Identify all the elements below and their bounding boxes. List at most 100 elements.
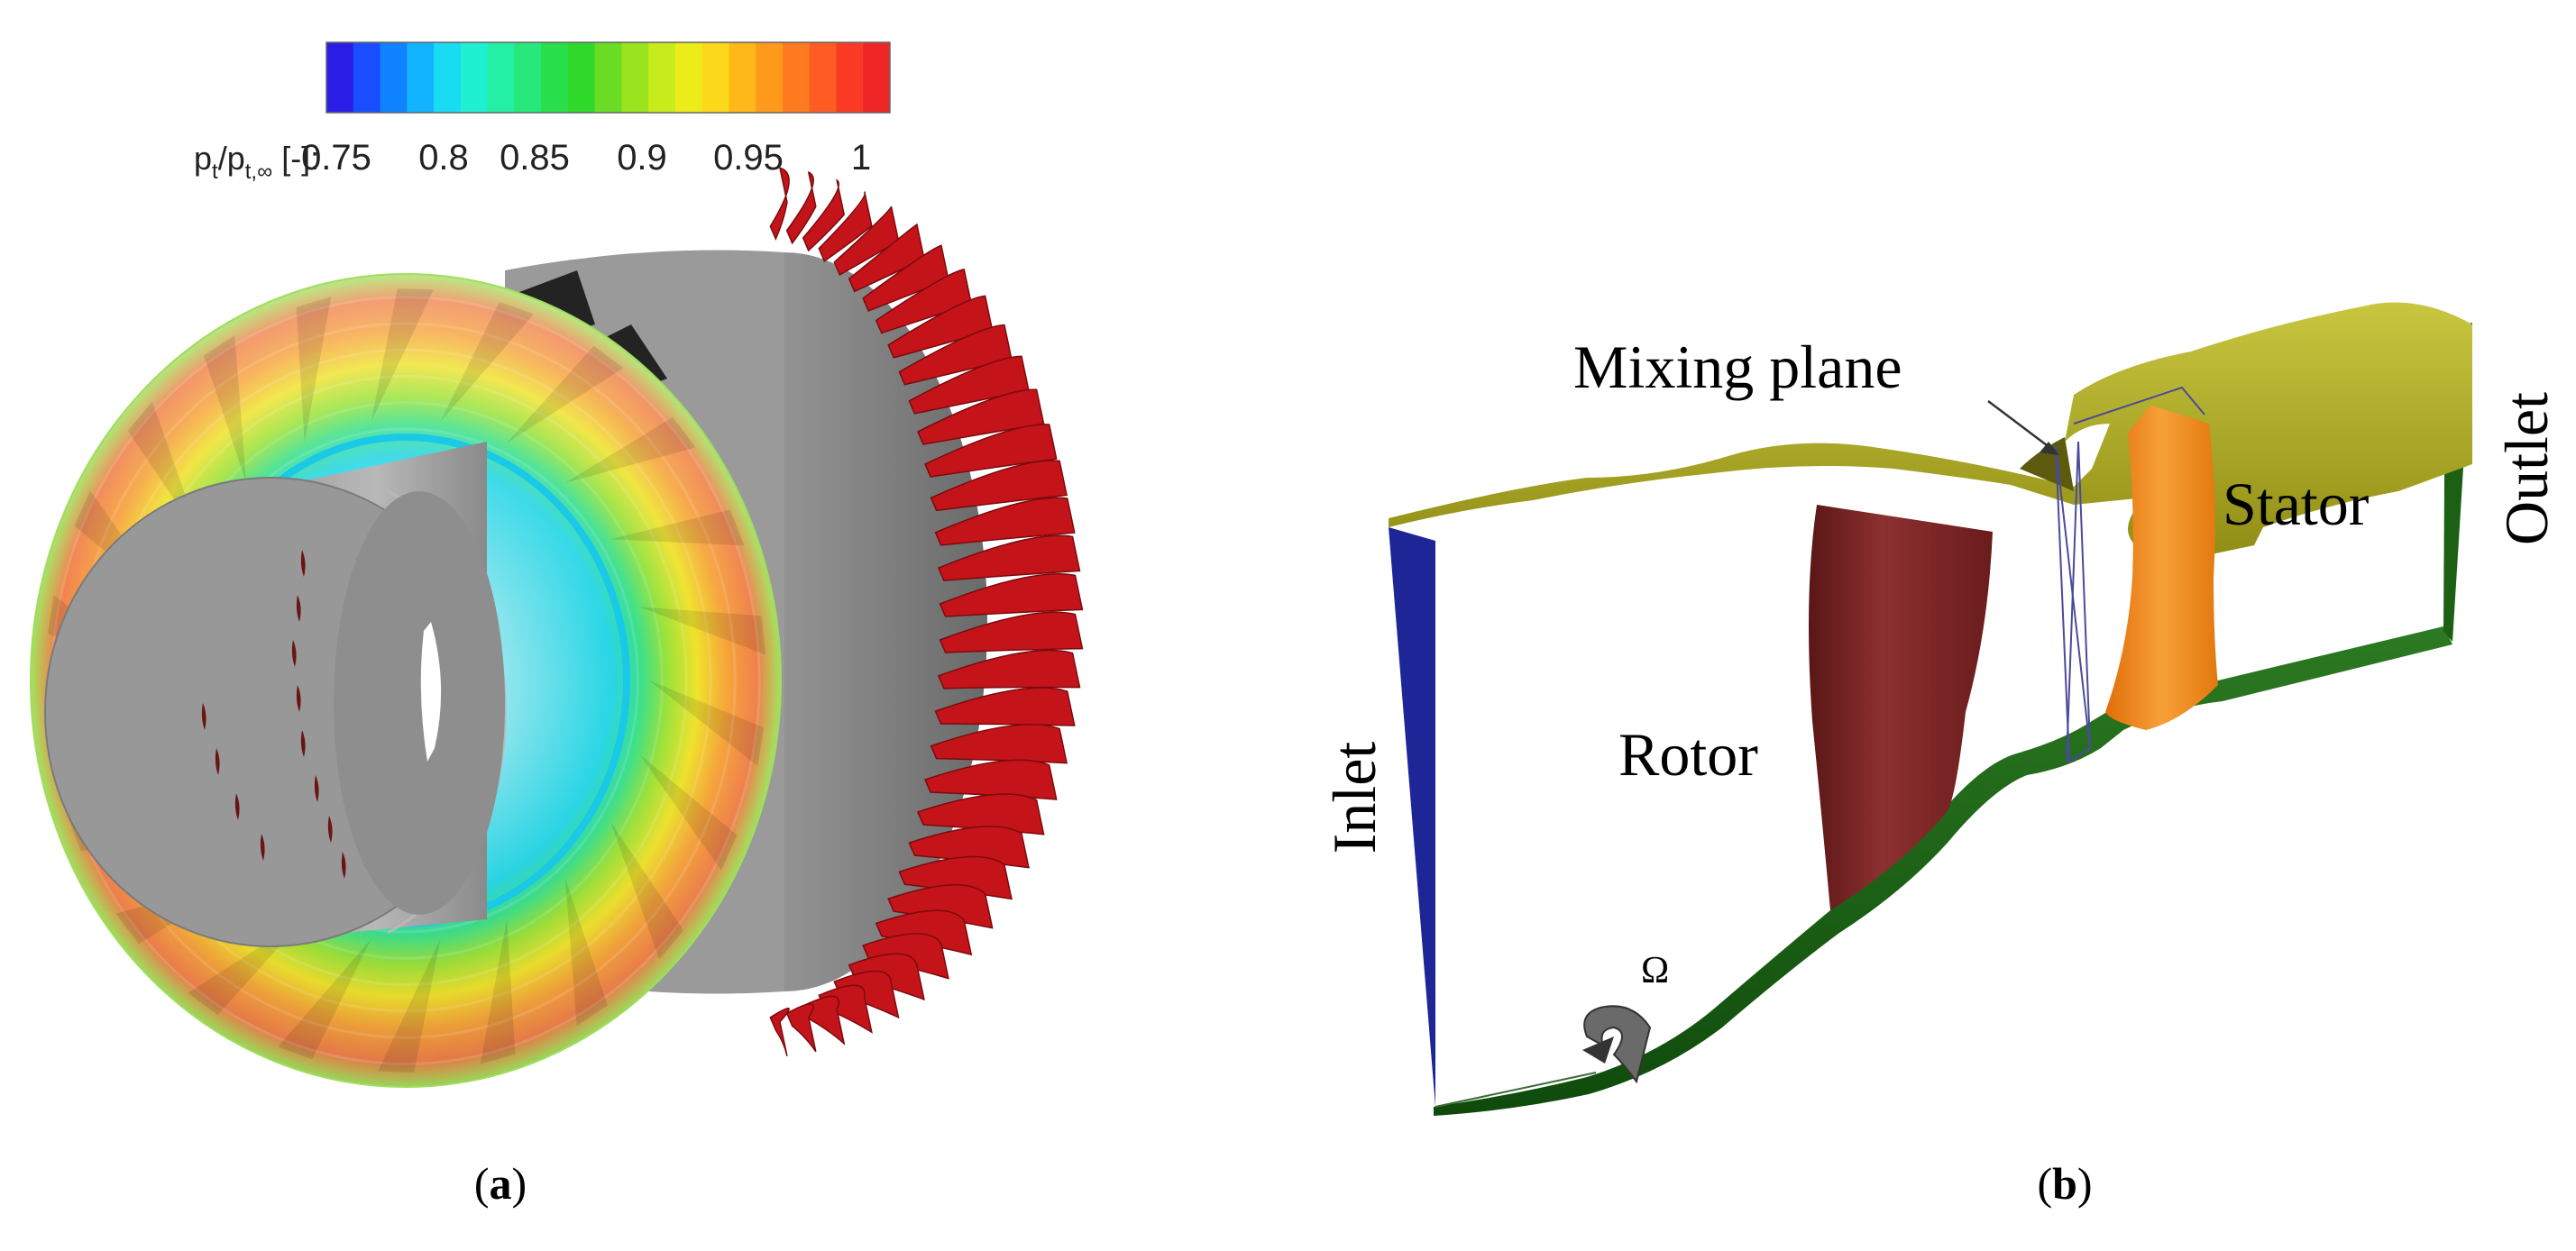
panel-a: pt/pt,∞ [-]: 0.75 0.8 0.85 0.9 0.95 1 [30,41,1084,1209]
rotor-blade [833,205,900,276]
ring-blade-shadow [480,918,516,1064]
colorbar-cell [863,42,891,113]
colorbar-cell [407,42,435,113]
colorbar-tick-label: 1 [851,138,871,178]
rotor-blades [769,167,1084,1056]
colorbar-cell [782,42,811,113]
rotor-blade [939,611,1084,653]
colorbar-cell [701,42,729,113]
colorbar-label: pt/pt,∞ [-]: [194,140,319,184]
colorbar-cell [541,42,569,113]
rotor-blade [785,170,817,245]
colorbar-cell [487,42,515,113]
colorbar-cell [326,42,354,113]
colorbar-tick-label: 0.95 [713,138,784,178]
colorbar-ticks: 0.75 0.8 0.85 0.9 0.95 1 [301,138,871,178]
inner-blade-slot [291,640,297,667]
rotor-blade [939,573,1084,617]
rotor-blade [930,724,1068,764]
rotor-blade [924,759,1058,800]
ring-blade-shadow [564,878,608,1026]
ring-blade-shadow [610,509,745,546]
stator-blade [2105,406,2218,730]
ring-blade-shadow [378,939,441,1073]
hub-cylinder [44,442,507,947]
ring-blade-shadow [204,335,247,483]
omega-label: Ω [1641,950,1669,991]
inner-blade-slot [296,685,301,712]
colorbar-cell [514,42,542,113]
label-inlet: Inlet [1320,742,1389,854]
rotor-blade [862,244,949,312]
caption-a: (a) [474,1158,527,1209]
ring-blade-shadow [507,345,624,443]
colorbar-cells [326,42,891,113]
colorbar-cell [729,42,756,113]
ring-blade-shadow [296,297,332,443]
inner-blade-slot [234,793,240,820]
rotor-blade [908,826,1030,869]
colorbar-tick-label: 0.85 [500,138,570,178]
inner-blade-slot [215,748,220,775]
inner-blade-slot [260,834,265,861]
colorbar-cell [756,42,784,113]
mixing-plane-leader [1987,400,2059,455]
label-rotor: Rotor [1618,720,1758,789]
inner-blade-slot [341,852,346,879]
ring-blade-shadow [564,416,696,483]
colorbar-tick-label: 0.9 [617,138,667,178]
label-stator: Stator [2223,470,2370,538]
colorbar-cell [594,42,622,113]
colorbar-tick-label: 0.75 [301,138,371,178]
panel-b: Ω Mixing plane Stator Rotor Outlet Inlet… [1320,302,2561,1209]
label-mixing-plane: Mixing plane [1573,333,1902,401]
colorbar: pt/pt,∞ [-]: 0.75 0.8 0.85 0.9 0.95 1 [194,41,891,184]
inner-blade-slot [201,703,206,730]
colorbar-cell [460,42,489,113]
colorbar-tick-label: 0.8 [418,138,469,178]
ring-blade-shadow [649,680,765,766]
rotor-blade [924,424,1058,478]
colorbar-cell [809,42,837,113]
rotor-blade [937,649,1081,689]
rotation-arrow: Ω [1582,950,1669,1084]
caption-b: (b) [2037,1158,2092,1209]
rotor-blade [785,1003,817,1053]
colorbar-cell [567,42,596,113]
rotor-blade [934,687,1076,726]
mixing-plane [2055,386,2205,763]
inner-blade-slot [300,730,306,757]
colorbar-cell [380,42,408,113]
inner-blade-slot [327,816,333,843]
rotor-blade [930,460,1068,512]
rotor-blade [916,793,1045,836]
colorbar-cell [648,42,676,113]
colorbar-cell [353,42,381,113]
passage-edges [1435,1072,1597,1108]
colorbar-frame [325,41,891,114]
rotor-blade [887,295,994,359]
inner-blade-slot [300,550,306,577]
inlet-face [1389,527,1435,1107]
shroud-step [2020,437,2074,491]
inner-blade-slot [314,775,319,802]
ring-blade-shadow [610,821,684,960]
colorbar-cell [434,42,462,113]
rotor-blade [818,191,873,262]
colorbar-cell [836,42,864,113]
ring-blade-shadow [639,753,738,871]
ring-blade-shadow [639,607,766,655]
colorbar-cell [621,42,649,113]
ring-blade-shadow [278,939,371,1060]
rotor-blade [934,497,1076,546]
ring-blade-shadow [440,301,534,422]
rotor-blade [802,178,845,252]
rotor-blade [769,1008,790,1056]
rotor-blade [1809,505,1993,910]
ring-blade-shadow [371,288,434,422]
rotor-blade [937,534,1081,581]
inner-blade-slots [201,550,346,879]
label-outlet: Outlet [2492,392,2561,545]
rotor-blade [769,167,790,241]
